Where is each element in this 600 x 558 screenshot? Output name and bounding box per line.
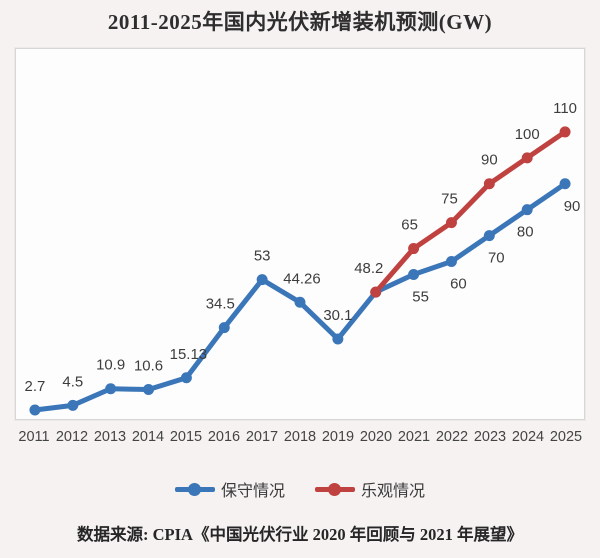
data-point-conservative [332,333,344,345]
x-tick-label: 2018 [283,429,317,445]
x-tick-label: 2020 [359,429,393,445]
data-label-conservative: 90 [564,198,581,215]
data-label-conservative: 2.7 [25,378,46,395]
data-point-conservative [218,322,230,334]
data-label-optimistic: 75 [441,191,458,208]
x-tick-label: 2021 [397,429,431,445]
x-tick-label: 2013 [93,429,127,445]
data-label-conservative: 44.26 [283,270,320,287]
page-title: 2011-2025年国内光伏新增装机预测(GW) [107,10,493,34]
data-label-conservative: 10.9 [96,357,125,374]
data-point-conservative [559,178,571,190]
data-point-conservative [256,274,268,286]
x-tick-label: 2017 [245,429,279,445]
series-line-optimistic [373,129,568,295]
data-point-conservative [67,399,79,411]
legend-item-conservative: 保守情况 [174,477,285,501]
line-dot-marker-icon [174,482,215,496]
chart-svg: 2.7 4.5 10.9 10.6 15.13 34.5 53 44.26 30.1 48.2 55… [25,100,581,416]
data-label-optimistic: 65 [401,217,418,234]
x-tick-label: 2012 [55,429,89,445]
chart-legend: 保守情况 乐观情况 [0,477,600,501]
data-label-conservative: 34.5 [206,296,235,313]
data-point-conservative [408,268,420,280]
data-label-conservative: 70 [488,250,505,267]
data-point-optimistic [445,217,457,229]
data-point-optimistic [370,286,382,298]
data-label-conservative: 80 [517,224,534,241]
data-label-optimistic: 100 [515,126,540,143]
data-point-conservative [483,230,495,242]
x-tick-label: 2022 [435,429,469,445]
data-point-optimistic [483,178,495,190]
x-tick-label: 2016 [207,429,241,445]
data-point-conservative [180,372,192,384]
x-tick-label: 2025 [549,429,583,445]
x-tick-label: 2011 [18,429,50,445]
data-point-conservative [445,256,457,268]
data-label-optimistic: 110 [553,100,577,117]
legend-label-optimistic: 乐观情况 [361,483,426,500]
legend-item-optimistic: 乐观情况 [315,477,425,501]
data-point-conservative [105,383,117,395]
data-point-optimistic [521,152,533,164]
chart-plot-area: 2.7 4.5 10.9 10.6 15.13 34.5 53 44.26 30.1 48.2 55… [15,48,585,420]
x-axis: 2011 2012 2013 2014 2015 2016 2017 2018 2019 2020… [15,429,585,451]
data-label-conservative: 48.2 [354,260,383,277]
data-point-conservative [29,404,41,416]
data-label-conservative: 60 [450,275,467,292]
data-label-conservative: 53 [254,248,271,265]
data-label-conservative: 30.1 [323,307,352,324]
x-tick-label: 2019 [321,429,355,445]
data-point-conservative [521,204,533,216]
data-point-conservative [143,384,155,396]
data-label-conservative: 15.13 [170,346,207,363]
data-point-conservative [294,296,306,308]
x-tick-label: 2014 [131,429,165,445]
data-label-conservative: 4.5 [62,373,83,390]
x-tick-label: 2024 [511,429,545,445]
legend-label-conservative: 保守情况 [220,483,285,500]
data-point-optimistic [559,126,571,138]
data-label-conservative: 55 [412,288,429,305]
data-source-note: 数据来源: CPIA《中国光伏行业 2020 年回顾与 2021 年展望》 [77,525,523,544]
line-dot-marker-icon [315,482,355,496]
data-label-optimistic: 90 [481,152,498,169]
data-label-conservative: 10.6 [134,358,163,375]
x-tick-label: 2015 [169,429,203,445]
data-point-optimistic [408,243,420,255]
x-tick-label: 2023 [473,429,507,445]
